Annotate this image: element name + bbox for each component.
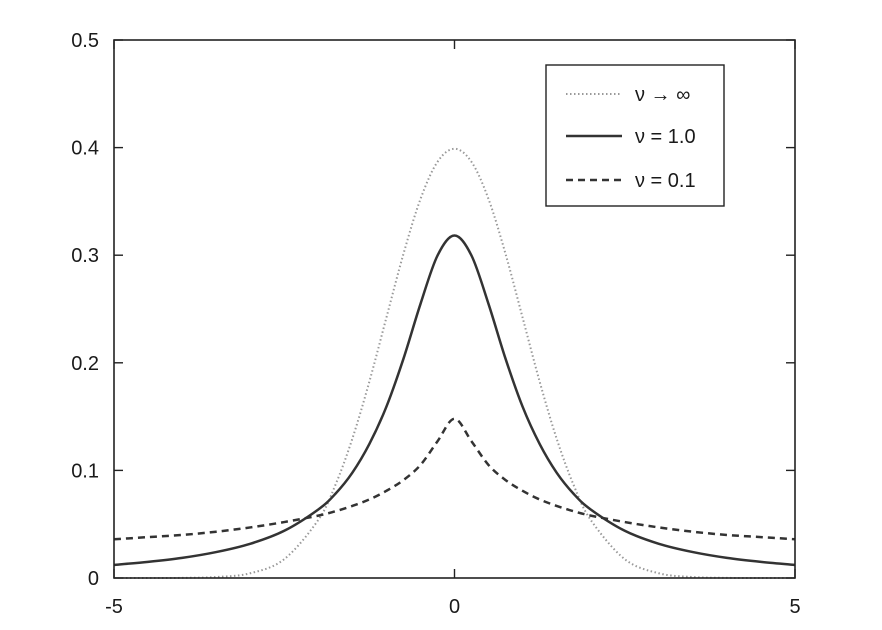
series-line-1 xyxy=(113,234,796,567)
series-line-2 xyxy=(113,417,796,541)
y-tick-label-0: 0 xyxy=(88,568,99,590)
x-tick-label-2: 5 xyxy=(789,596,800,618)
ticks-layer: 0 0.1 0.2 0.3 0.4 0.5 -5 0 5 xyxy=(71,30,800,618)
legend-label-0: ν → ∞ xyxy=(635,84,690,106)
y-tick-label-1: 0.1 xyxy=(71,460,99,482)
legend-label-1: ν = 1.0 xyxy=(635,126,696,148)
legend: ν → ∞ ν = 1.0 ν = 0.1 xyxy=(545,64,725,207)
y-tick-label-3: 0.3 xyxy=(71,245,99,267)
legend-label-2: ν = 0.1 xyxy=(635,170,696,192)
series-line-0 xyxy=(113,147,796,580)
y-tick-label-5: 0.5 xyxy=(71,30,99,52)
y-tick-label-4: 0.4 xyxy=(71,138,99,160)
series-layer xyxy=(113,147,796,580)
plot-frame xyxy=(113,39,796,579)
y-tick-label-2: 0.2 xyxy=(71,353,99,375)
x-tick-label-1: 0 xyxy=(449,596,460,618)
x-tick-label-0: -5 xyxy=(105,596,123,618)
